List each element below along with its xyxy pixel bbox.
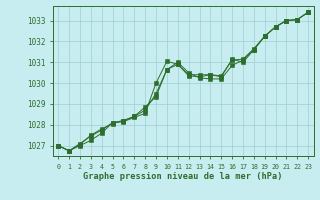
X-axis label: Graphe pression niveau de la mer (hPa): Graphe pression niveau de la mer (hPa)	[84, 172, 283, 181]
